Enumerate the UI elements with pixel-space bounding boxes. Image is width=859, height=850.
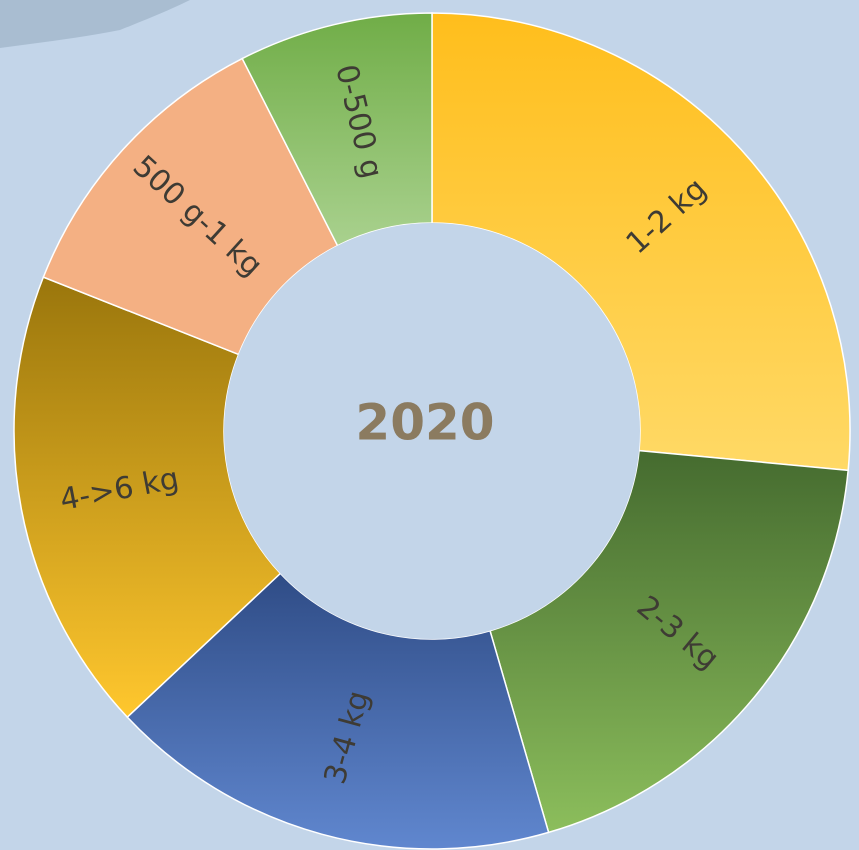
donut-hole bbox=[224, 223, 640, 639]
chart-center-year: 2020 bbox=[355, 394, 494, 452]
slice-4-6-kg bbox=[13, 276, 282, 719]
background-rocky-corner bbox=[0, 0, 190, 48]
